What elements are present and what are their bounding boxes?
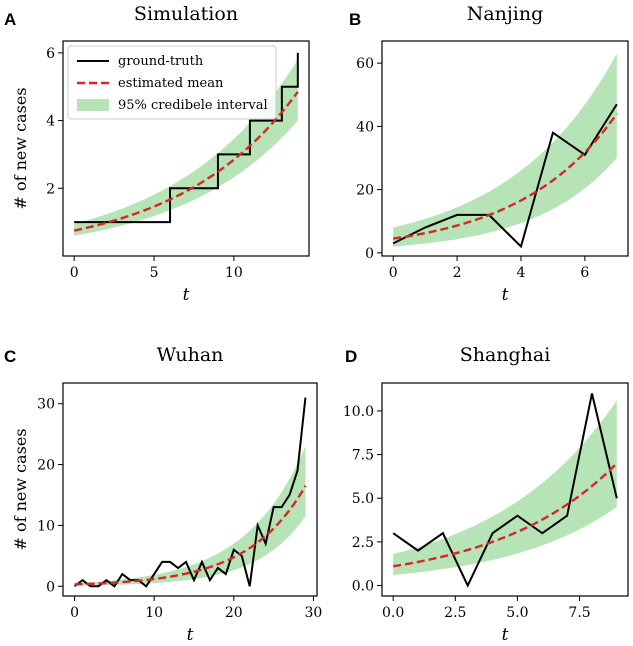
x-tick-label: 0 [70,605,79,621]
y-tick-label: 20 [37,458,55,474]
x-tick-label: 4 [517,265,526,281]
panel-letter: D [345,347,357,366]
panel-d: 0.0 2.5 5.0 7.5 0.0 2.5 5.0 7.5 10.0 Shanghai Dt [343,344,629,645]
y-tick-label: 5.0 [352,491,374,507]
x-tick-label: 0 [70,265,79,281]
x-tick-label: 0 [389,265,398,281]
axes-frame [381,40,629,257]
ground-truth-line [392,393,618,588]
estimated-mean-line [73,91,299,232]
y-tick-label: 2 [46,181,55,197]
panel-c: 0 10 20 30 0 10 20 30 Wuhan Ct # of new cases [4,344,322,645]
plot-area [73,397,307,588]
y-tick-label: 0 [365,246,374,262]
y-tick-label: 30 [37,397,55,413]
estimated-mean-line [393,113,618,240]
y-tick-label: 10.0 [343,404,374,420]
y-tick-label: 40 [356,119,374,135]
panel-a: 0 5 10 2 4 6 Simulation At # of new cases ground-… [4,3,310,305]
legend-estimated-mean: estimated mean [118,76,224,91]
x-tick-label: 6 [580,265,589,281]
panel-letter: B [349,10,361,29]
estimated-mean-line [74,485,307,586]
x-axis-label: t [187,625,194,645]
y-tick-label: 6 [46,46,55,62]
y-tick-label: 0.0 [352,579,374,595]
credible-interval-band [74,446,306,586]
plot-area [73,52,299,236]
panel-letter: A [4,10,16,29]
y-tick-label: 20 [356,183,374,199]
y-tick-label: 2.5 [352,535,374,551]
y-axis-label: # of new cases [11,428,30,550]
x-tick-label: 0.0 [382,605,404,621]
y-tick-label: 7.5 [352,448,374,464]
x-tick-label: 5 [150,265,159,281]
axes-frame [62,382,318,597]
credible-interval-band [74,59,298,236]
ground-truth-line [74,52,299,224]
panel-letter: C [4,347,16,366]
legend-credible-interval: 95% credibele interval [118,98,268,113]
plot-area [392,53,618,249]
panel-title: Simulation [134,3,238,25]
x-axis-label: t [183,285,190,305]
credible-interval-band [393,53,617,247]
panel-title: Nanjing [467,3,544,25]
plot-area [392,393,618,588]
x-tick-label: 2 [453,265,462,281]
legend-swatch-interval [77,99,109,111]
y-tick-label: 10 [37,518,55,534]
y-axis-label: # of new cases [11,87,30,209]
estimated-mean-line [392,462,618,568]
credible-interval-band [393,400,617,576]
x-axis-label: t [502,625,509,645]
legend-ground-truth: ground-truth [118,54,204,69]
ground-truth-line [392,103,618,249]
panel-title: Shanghai [460,344,551,366]
y-tick-label: 60 [356,56,374,72]
x-axis-label: t [502,285,509,305]
y-tick-label: 4 [46,114,55,130]
x-tick-label: 20 [225,605,243,621]
x-tick-label: 7.5 [568,605,590,621]
axes-frame [381,382,629,597]
x-tick-label: 5.0 [506,605,528,621]
legend-box [67,45,277,120]
axes-frame [62,40,310,257]
x-tick-label: 2.5 [444,605,466,621]
x-tick-label: 10 [225,265,243,281]
panel-title: Wuhan [157,344,224,366]
x-tick-label: 30 [305,605,323,621]
ground-truth-line [73,397,307,588]
x-tick-label: 10 [145,605,163,621]
y-tick-label: 0 [46,579,55,595]
legend: ground-truth estimated mean 95% credibele … [67,45,277,120]
